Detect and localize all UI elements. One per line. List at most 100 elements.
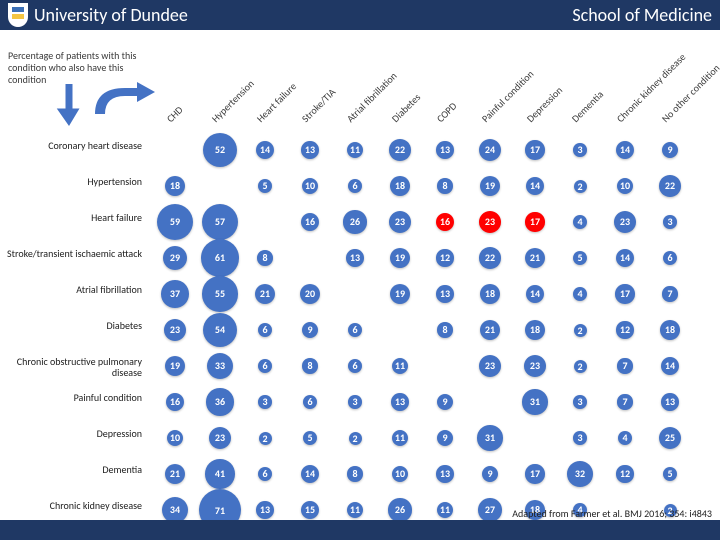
bubble: 9 <box>662 142 678 158</box>
bubble: 6 <box>258 467 273 482</box>
bubble: 2 <box>574 360 587 373</box>
header-bar: University of Dundee School of Medicine <box>0 0 720 33</box>
bubble: 10 <box>392 466 408 482</box>
bubble: 2 <box>349 432 362 445</box>
bubble: 3 <box>573 143 586 156</box>
bubble: 36 <box>206 388 233 415</box>
bubble: 23 <box>479 211 501 233</box>
bubble: 2 <box>259 432 272 445</box>
col-label: Stroke/TIA <box>299 86 338 125</box>
bubble: 16 <box>436 213 455 232</box>
bubble: 23 <box>209 427 231 449</box>
bubble: 7 <box>617 358 632 373</box>
curved-arrow-icon <box>95 82 155 120</box>
bubble: 14 <box>661 357 679 375</box>
bubble: 3 <box>573 431 586 444</box>
header-left: University of Dundee <box>8 3 188 27</box>
citation: Adapted from Farmer et al. BMJ 2016; 354… <box>512 507 712 520</box>
bubble: 19 <box>165 356 185 376</box>
bubble: 5 <box>258 179 272 193</box>
bubble: 12 <box>436 249 453 266</box>
bubble: 10 <box>167 430 183 446</box>
header-left-text: University of Dundee <box>34 4 188 26</box>
bubble: 23 <box>614 211 636 233</box>
row-label: Depression <box>2 428 142 439</box>
bubble: 11 <box>347 502 364 519</box>
bubble: 54 <box>203 313 238 348</box>
bubble: 16 <box>166 393 185 412</box>
bubble: 13 <box>436 465 454 483</box>
bubble: 2 <box>574 324 587 337</box>
bubble: 23 <box>479 355 501 377</box>
bubble: 13 <box>436 285 454 303</box>
bubble: 23 <box>524 355 546 377</box>
bubble: 16 <box>301 213 320 232</box>
bubble: 6 <box>663 251 678 266</box>
bubble: 6 <box>258 359 273 374</box>
down-arrow-icon <box>55 84 83 126</box>
col-label: COPD <box>434 99 460 125</box>
bubble: 8 <box>437 178 453 194</box>
bubble: 14 <box>301 465 319 483</box>
bubble: 13 <box>346 249 364 267</box>
bubble: 8 <box>302 358 318 374</box>
bubble: 29 <box>163 246 187 270</box>
bubble: 18 <box>660 320 680 340</box>
bubble: 6 <box>348 179 363 194</box>
bubble: 11 <box>437 502 454 519</box>
bubble: 21 <box>525 248 546 269</box>
bubble: 26 <box>343 210 366 233</box>
col-label: Diabetes <box>389 91 423 125</box>
bubble: 61 <box>201 239 239 277</box>
bubble: 8 <box>257 250 273 266</box>
bubble: 18 <box>165 176 185 196</box>
bubble-matrix-chart: CHDHypertensionHeart failureStroke/TIAAt… <box>0 40 720 510</box>
bubble: 14 <box>616 249 634 267</box>
bubble: 31 <box>477 425 502 450</box>
bubble: 21 <box>480 320 501 341</box>
bubble: 17 <box>525 464 544 483</box>
bubble: 3 <box>573 395 586 408</box>
bubble: 37 <box>161 280 189 308</box>
bubble: 17 <box>615 284 634 303</box>
row-label: Atrial fibrillation <box>2 284 142 295</box>
col-label: Dementia <box>569 88 606 125</box>
bubble: 27 <box>478 498 502 522</box>
row-label: Chronic obstructive pulmonary disease <box>2 356 142 378</box>
bubble: 9 <box>437 430 453 446</box>
bubble: 33 <box>207 353 233 379</box>
row-label: Diabetes <box>2 320 142 331</box>
bubble: 13 <box>436 141 454 159</box>
bubble: 5 <box>573 251 587 265</box>
bubble: 14 <box>256 141 274 159</box>
bubble: 22 <box>659 175 680 196</box>
bubble: 5 <box>303 431 317 445</box>
bubble: 6 <box>258 323 273 338</box>
bubble: 9 <box>482 466 498 482</box>
bubble: 3 <box>663 215 676 228</box>
bubble: 22 <box>389 139 410 160</box>
bubble: 6 <box>348 323 363 338</box>
bubble: 11 <box>392 430 409 447</box>
bubble: 52 <box>203 133 237 167</box>
bubble: 3 <box>348 395 361 408</box>
bubble: 8 <box>347 466 363 482</box>
bubble: 4 <box>618 431 632 445</box>
row-label: Hypertension <box>2 176 142 187</box>
bubble: 18 <box>390 176 410 196</box>
bubble: 41 <box>205 459 234 488</box>
bubble: 3 <box>258 395 271 408</box>
row-label: Chronic kidney disease <box>2 500 142 511</box>
bubble: 23 <box>164 319 186 341</box>
bubble: 19 <box>390 284 410 304</box>
bubble: 14 <box>526 177 544 195</box>
bubble: 10 <box>302 178 318 194</box>
bubble: 15 <box>301 501 319 519</box>
bubble: 59 <box>157 204 194 241</box>
bubble: 13 <box>256 501 274 519</box>
bubble: 13 <box>661 393 679 411</box>
bubble: 32 <box>567 461 593 487</box>
bubble: 24 <box>479 139 501 161</box>
bubble: 20 <box>300 284 321 305</box>
row-label: Coronary heart disease <box>2 140 142 151</box>
